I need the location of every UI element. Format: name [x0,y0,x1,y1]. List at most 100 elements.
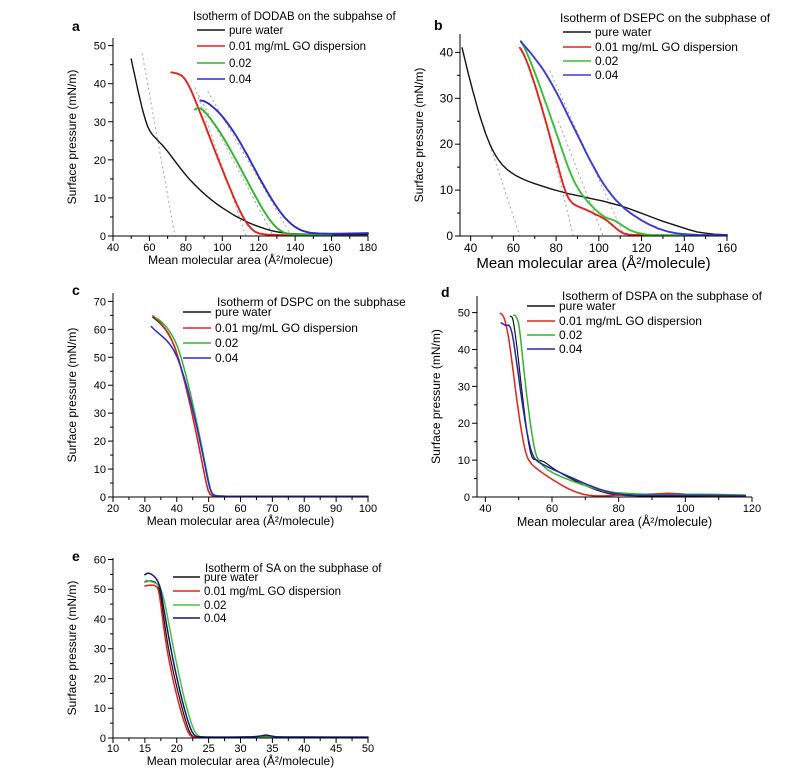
series-e-2 [144,579,369,738]
panel-label-e: e [72,548,80,564]
y-tick-label: 70 [94,296,106,308]
panel-label-a: a [72,18,80,34]
x-tick-label: 50 [203,503,215,515]
series-b-0 [461,47,728,236]
y-tick-label: 10 [440,183,454,197]
y-axis-a: 0 10 20 30 40 50 [94,41,113,243]
x-tick-label: 60 [507,241,521,255]
x-tick-label: 20 [107,503,119,515]
y-axis-d: 0 10 20 30 40 50 [458,308,477,504]
x-tick-label: 25 [203,743,215,755]
y-tick-label: 10 [94,703,106,715]
x-tick-label: 90 [330,503,342,515]
series-a-0 [130,58,369,236]
y-tick-label: 40 [94,380,106,392]
x-axis-d: 40 60 80 100 120 [479,497,761,515]
chart-title-a: Isotherm of DODAB on the subpahse of [193,11,396,23]
panel-b: 40 60 80 100 120 140 160 0 10 20 30 40 Mean molecula… [403,5,798,277]
y-tick-label: 40 [458,344,470,356]
extrapolation-guide-a-1 [194,87,247,237]
x-axis-a: 40 60 80 100 120 140 160 180 [107,236,377,254]
y-axis-c: 0 10 20 30 40 50 60 70 [94,296,113,504]
y-tick-label: 20 [458,418,470,430]
y-axis-label-a: Surface pressure (mN/m) [65,70,79,205]
legend-label-b-1: 0.01 mg/mL GO dispersion [595,40,738,54]
y-tick-label: 0 [100,733,106,745]
x-tick-label: 35 [266,743,278,755]
series-a-1 [170,71,315,237]
x-axis-label-c: Mean molecular area (Å²/molecule) [147,513,334,528]
x-tick-label: 80 [180,242,192,254]
series-e-1 [144,584,369,739]
y-tick-label: 10 [94,464,106,476]
series-c-3 [150,325,369,497]
x-axis-label-b: Mean molecular area (Å²/molecule) [476,255,710,272]
axes-b [459,34,727,237]
extrapolation-guide-a-0 [141,53,176,237]
panel-a: 40 60 80 100 120 140 160 180 0 10 20 30 40 50 Mean mol… [60,5,405,277]
legend-label-e-2: 0.02 [204,600,226,612]
y-tick-label: 20 [440,137,454,151]
y-tick-label: 10 [458,455,470,467]
legend-label-c-2: 0.02 [215,336,239,350]
y-tick-label: 0 [100,492,106,504]
series-d-0 [509,315,746,497]
y-axis-b: 0 10 20 30 40 [440,45,460,243]
x-tick-label: 60 [143,242,155,254]
series-group-c [150,315,369,497]
x-tick-label: 30 [139,503,151,515]
x-tick-label: 140 [674,241,694,255]
y-tick-label: 30 [94,408,106,420]
x-tick-label: 100 [213,242,231,254]
x-tick-label: 60 [546,503,558,515]
legend-label-c-3: 0.04 [215,351,239,365]
series-c-2 [154,316,369,497]
series-b-2 [519,40,728,237]
panel-label-c: c [72,282,80,298]
x-tick-label: 40 [479,503,491,515]
series-group-d [499,312,747,497]
chart-title-b: Isotherm of DSEPC on the subphase of [560,11,771,25]
x-axis-c: 20 30 40 50 60 70 80 90 100 [107,497,377,515]
series-group-b [461,40,728,237]
panel-e: 10 15 20 25 30 35 40 45 50 0 10 20 30 40 50 60 Mean mole… [60,548,405,777]
y-axis-label-b: Surface pressure (mN/m) [412,68,426,203]
x-tick-label: 50 [362,743,374,755]
series-b-3 [519,40,728,237]
series-group-e [144,572,369,739]
y-tick-label: 10 [94,193,106,205]
y-axis-label-e: Surface pressure (mN/m) [65,581,79,716]
x-tick-label: 160 [322,242,340,254]
y-tick-label: 50 [94,584,106,596]
legend-e: pure water 0.01 mg/mL GO dispersion 0.020.… [173,572,341,625]
series-d-2 [512,314,747,496]
panel-c: 20 30 40 50 60 70 80 90 100 0 10 20 30 40 50 60 70 Mean m… [60,282,405,544]
x-axis-label-d: Mean molecular area (Å²/molecule) [517,514,712,529]
y-tick-label: 40 [440,45,454,59]
x-tick-label: 40 [298,743,310,755]
x-tick-label: 160 [717,241,737,255]
y-tick-label: 50 [94,352,106,364]
y-tick-label: 40 [94,614,106,626]
legend-label-c-0: pure water [215,305,272,319]
series-d-3 [500,322,747,497]
x-tick-label: 80 [549,241,563,255]
legend-label-d-1: 0.01 mg/mL GO dispersion [559,314,702,328]
y-tick-label: 40 [94,79,106,91]
isotherm-chart-d: 40 60 80 100 120 0 10 20 30 40 50 Mean molecular ar… [429,284,763,529]
panel-label-d: d [441,284,450,300]
legend-label-a-2: 0.02 [229,58,251,70]
isotherm-chart-a: 40 60 80 100 120 140 160 180 0 10 20 30 40 50 Mean mol… [65,11,396,267]
x-tick-label: 10 [107,743,119,755]
x-tick-label: 120 [632,241,652,255]
legend-label-b-2: 0.02 [595,54,619,68]
y-tick-label: 30 [94,117,106,129]
y-tick-label: 30 [94,644,106,656]
legend-a: pure water 0.01 mg/mL GO dispersion 0.02 0.… [197,25,366,86]
x-tick-label: 80 [298,503,310,515]
y-tick-label: 60 [94,554,106,566]
series-e-3 [144,572,369,738]
